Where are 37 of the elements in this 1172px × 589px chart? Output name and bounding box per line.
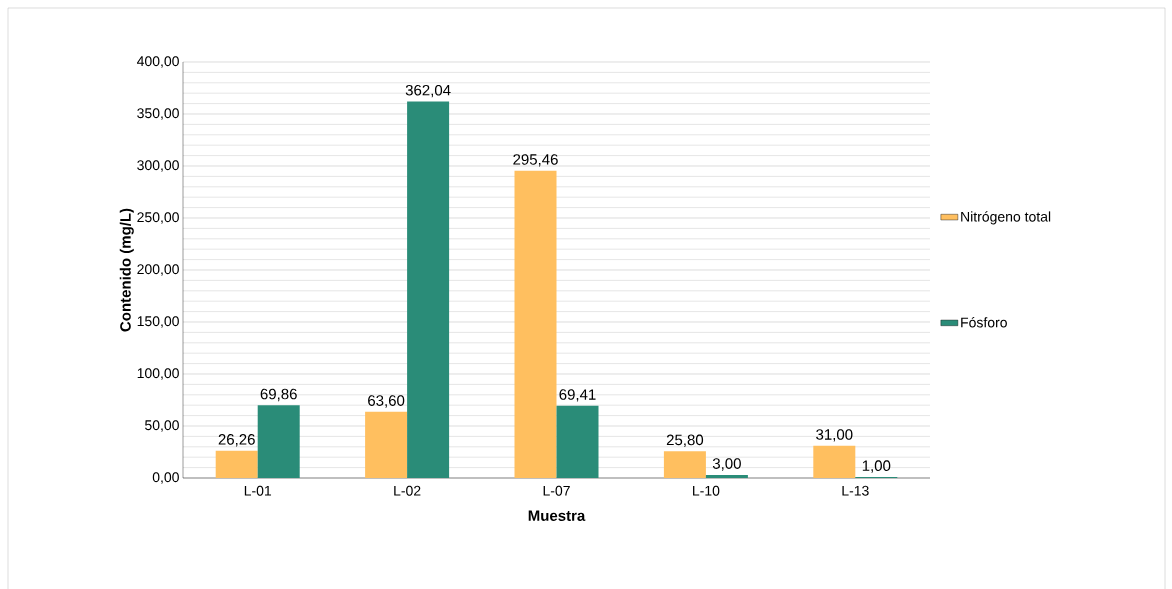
legend-label: Fósforo (961, 316, 1007, 328)
bar (514, 170, 557, 478)
data-label: 362,04 (405, 84, 451, 98)
bar (407, 101, 450, 478)
x-tick-label: L-10 (693, 485, 720, 496)
data-label: 26,26 (218, 434, 255, 447)
bar (556, 405, 599, 478)
y-axis-title: Contenido (mg/L) (119, 208, 134, 332)
data-label: 25,80 (666, 434, 704, 447)
x-axis-title: Muestra (528, 510, 586, 521)
bar (257, 405, 300, 478)
y-tick-label: 400,00 (136, 56, 179, 68)
y-tick-label: 100,00 (137, 368, 179, 380)
data-label: 69,86 (260, 388, 297, 402)
x-tick-label: L-07 (543, 485, 570, 496)
data-label: 3,00 (712, 458, 741, 471)
data-label: 63,60 (368, 395, 405, 408)
bar (365, 411, 408, 478)
legend-label: Nitrógeno total (961, 211, 1051, 225)
bar (705, 474, 748, 478)
x-tick-label: L-13 (842, 485, 869, 496)
data-label: 1,00 (862, 460, 891, 473)
y-tick-label: 300,00 (137, 160, 179, 172)
y-tick-label: 200,00 (137, 264, 179, 276)
y-tick-label: 150,00 (137, 316, 179, 328)
y-tick-label: 50,00 (145, 420, 179, 432)
x-tick-label: L-02 (394, 485, 421, 496)
bar (663, 451, 706, 478)
data-label: 69,41 (559, 389, 596, 402)
y-tick-label: 350,00 (137, 108, 179, 120)
y-tick-label: 0,00 (152, 472, 179, 484)
bar (215, 450, 258, 478)
data-label: 31,00 (816, 429, 853, 442)
x-tick-label: L-01 (244, 485, 272, 496)
y-tick-label: 250,00 (137, 212, 179, 224)
bar (813, 445, 856, 478)
data-label: 295,46 (513, 154, 558, 167)
